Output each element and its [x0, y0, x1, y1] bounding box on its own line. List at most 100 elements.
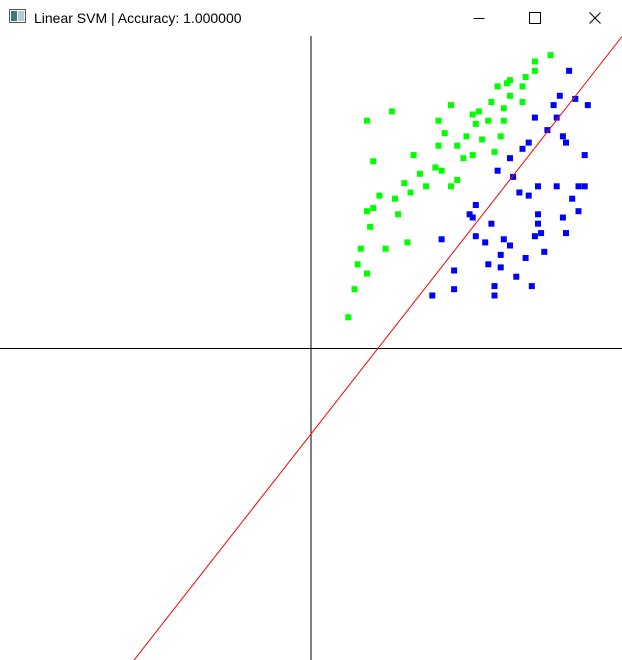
- data-point-series-1-34: [497, 251, 504, 258]
- data-point-series-1-19: [569, 195, 576, 202]
- decision-boundary-line: [133, 36, 622, 660]
- data-point-series-1-3: [572, 95, 579, 102]
- data-point-series-0-8: [485, 117, 492, 124]
- data-point-series-1-12: [525, 139, 532, 146]
- data-point-series-1-38: [538, 230, 545, 237]
- data-point-series-1-48: [522, 255, 529, 261]
- data-point-series-0-50: [432, 164, 439, 171]
- app-window-icon: [9, 9, 26, 23]
- data-point-series-0-16: [410, 152, 417, 159]
- data-point-series-0-0: [531, 58, 538, 65]
- data-point-series-0-36: [435, 142, 442, 149]
- data-point-series-1-0: [566, 67, 573, 74]
- data-point-series-0-21: [448, 183, 454, 190]
- data-point-series-0-43: [469, 111, 476, 118]
- data-point-series-0-10: [435, 117, 442, 124]
- data-point-series-1-13: [519, 145, 526, 152]
- minimize-button[interactable]: [454, 0, 504, 36]
- data-point-series-1-36: [451, 286, 458, 293]
- data-point-series-1-22: [472, 202, 479, 208]
- data-point-series-0-44: [507, 77, 513, 84]
- data-point-series-1-24: [482, 239, 489, 246]
- data-point-series-1-44: [451, 267, 458, 274]
- data-point-series-1-10: [581, 152, 588, 159]
- data-point-series-0-38: [488, 99, 495, 105]
- data-point-series-0-51: [469, 152, 476, 159]
- data-point-series-0-46: [423, 183, 430, 190]
- data-point-series-0-33: [364, 270, 370, 277]
- data-point-series-0-7: [507, 92, 513, 99]
- data-point-series-1-5: [531, 114, 538, 121]
- data-point-series-1-39: [541, 248, 548, 255]
- data-point-series-0-11: [500, 117, 507, 124]
- data-point-series-0-47: [454, 177, 461, 183]
- data-point-series-1-1: [556, 92, 563, 99]
- data-point-series-0-4: [531, 67, 538, 74]
- data-point-series-1-18: [575, 183, 582, 190]
- data-point-series-1-30: [575, 208, 582, 215]
- data-point-series-0-31: [382, 245, 389, 252]
- data-point-series-0-26: [364, 208, 370, 215]
- data-point-series-0-32: [354, 261, 361, 268]
- data-point-series-0-29: [404, 239, 411, 246]
- data-point-series-0-5: [522, 74, 529, 81]
- data-point-series-0-48: [519, 83, 526, 90]
- data-point-series-0-27: [367, 223, 374, 230]
- data-point-series-1-20: [581, 183, 588, 190]
- data-point-series-0-19: [370, 158, 377, 165]
- data-point-series-1-37: [429, 292, 436, 299]
- data-point-series-1-25: [488, 220, 495, 227]
- close-icon: [589, 12, 601, 24]
- title-bar[interactable]: Linear SVM | Accuracy: 1.000000: [0, 0, 622, 36]
- data-point-series-0-41: [479, 136, 486, 143]
- data-point-series-1-9: [563, 139, 569, 146]
- data-point-series-0-3: [448, 102, 454, 109]
- data-point-series-0-20: [401, 180, 408, 187]
- window-title: Linear SVM | Accuracy: 1.000000: [34, 10, 242, 26]
- data-point-series-1-28: [535, 220, 541, 227]
- data-point-series-1-15: [510, 173, 517, 180]
- data-point-series-0-17: [388, 108, 395, 115]
- data-point-series-1-49: [507, 242, 513, 249]
- data-point-series-0-22: [438, 167, 445, 174]
- data-point-series-1-29: [559, 214, 566, 221]
- data-point-series-0-35: [345, 314, 352, 321]
- data-point-series-0-49: [500, 105, 507, 112]
- data-point-series-1-45: [491, 292, 498, 299]
- data-point-series-0-39: [463, 133, 470, 140]
- data-point-series-0-24: [376, 192, 383, 199]
- data-point-series-0-23: [392, 195, 398, 202]
- data-point-series-1-47: [528, 283, 535, 290]
- data-point-series-1-14: [494, 167, 501, 174]
- data-point-series-1-23: [466, 211, 473, 218]
- data-point-series-0-25: [370, 205, 377, 212]
- data-point-series-0-42: [441, 130, 448, 137]
- data-point-series-0-9: [519, 99, 526, 105]
- data-point-series-0-18: [364, 117, 370, 124]
- data-point-series-0-13: [497, 133, 504, 140]
- data-point-series-1-31: [500, 236, 507, 243]
- data-point-series-1-43: [563, 230, 569, 237]
- data-point-series-0-40: [416, 170, 423, 177]
- data-point-series-0-52: [547, 52, 554, 59]
- data-point-series-1-6: [553, 114, 560, 121]
- data-point-series-1-8: [559, 133, 566, 140]
- data-point-series-1-21: [525, 192, 532, 199]
- data-point-series-0-6: [494, 83, 501, 90]
- close-button[interactable]: [570, 0, 620, 36]
- data-point-series-1-50: [535, 211, 541, 218]
- svm-plot-canvas: [0, 36, 622, 660]
- data-point-series-1-7: [544, 127, 551, 134]
- data-point-series-0-30: [357, 245, 364, 252]
- data-point-series-1-17: [553, 183, 560, 190]
- data-point-series-1-27: [469, 214, 476, 221]
- data-point-series-0-12: [454, 142, 461, 149]
- data-point-series-0-37: [472, 120, 479, 127]
- data-point-series-1-2: [550, 102, 557, 109]
- maximize-button[interactable]: [510, 0, 560, 36]
- maximize-icon: [529, 12, 541, 24]
- data-point-series-1-33: [438, 236, 445, 243]
- data-point-series-1-35: [485, 261, 492, 268]
- data-point-series-0-15: [460, 155, 467, 162]
- data-point-series-1-42: [531, 233, 538, 240]
